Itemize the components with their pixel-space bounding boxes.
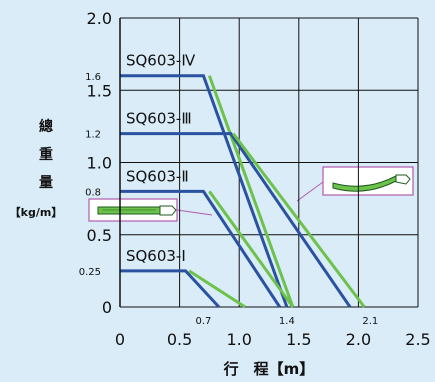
y-axis-label: 總 xyxy=(39,118,53,135)
series-label: SQ603-Ⅲ xyxy=(126,109,192,127)
x-tick-label: 1.0 xyxy=(226,330,251,349)
x-extra-label: 1.4 xyxy=(279,316,295,327)
y-extra-label: 0.25 xyxy=(79,267,101,278)
x-axis-label: 行 程【m】 xyxy=(223,360,315,378)
x-extra-label: 0.7 xyxy=(195,316,211,327)
series-label: SQ603-Ⅰ xyxy=(126,247,186,265)
y-axis-label: 重 xyxy=(39,146,53,163)
y-extra-label: 1.6 xyxy=(85,72,101,83)
y-tick-label: 1.5 xyxy=(87,81,112,100)
inset-right-illustration xyxy=(296,166,414,202)
inset-left-illustration xyxy=(88,198,213,222)
series-line xyxy=(120,74,289,308)
y-tick-label: 2.0 xyxy=(87,9,112,28)
series-line xyxy=(188,269,246,309)
y-tick-label: 1.0 xyxy=(87,154,112,173)
labels: 0 0.5 1.0 1.5 2.0 0 0.5 1.0 1.5 2.0 2.5 0.7 1.4 2.1 0.… xyxy=(10,9,431,378)
y-tick-label: 0.5 xyxy=(87,226,112,245)
series-line xyxy=(120,269,221,309)
x-tick-label: 2.5 xyxy=(405,330,430,349)
series-label: SQ603-Ⅱ xyxy=(126,167,189,185)
y-axis-label: 量 xyxy=(39,175,53,191)
series-line xyxy=(207,75,295,308)
series-label: SQ603-Ⅳ xyxy=(126,52,195,70)
y-extra-label: 0.8 xyxy=(85,187,101,198)
x-tick-label: 1.5 xyxy=(286,330,311,349)
y-axis-label: 【kg/m】 xyxy=(10,206,63,219)
grid xyxy=(119,17,419,308)
x-tick-label: 0.5 xyxy=(167,330,192,349)
series-line xyxy=(208,190,295,308)
y-tick-label: 0 xyxy=(102,298,112,317)
x-tick-label: 2.0 xyxy=(346,330,371,349)
series-lines xyxy=(120,74,366,309)
series-line xyxy=(120,132,352,308)
x-extra-label: 2.1 xyxy=(362,316,378,327)
y-extra-label: 1.2 xyxy=(85,130,101,141)
x-tick-label: 0 xyxy=(115,330,125,349)
series-line xyxy=(232,132,366,308)
series-line xyxy=(120,189,281,308)
